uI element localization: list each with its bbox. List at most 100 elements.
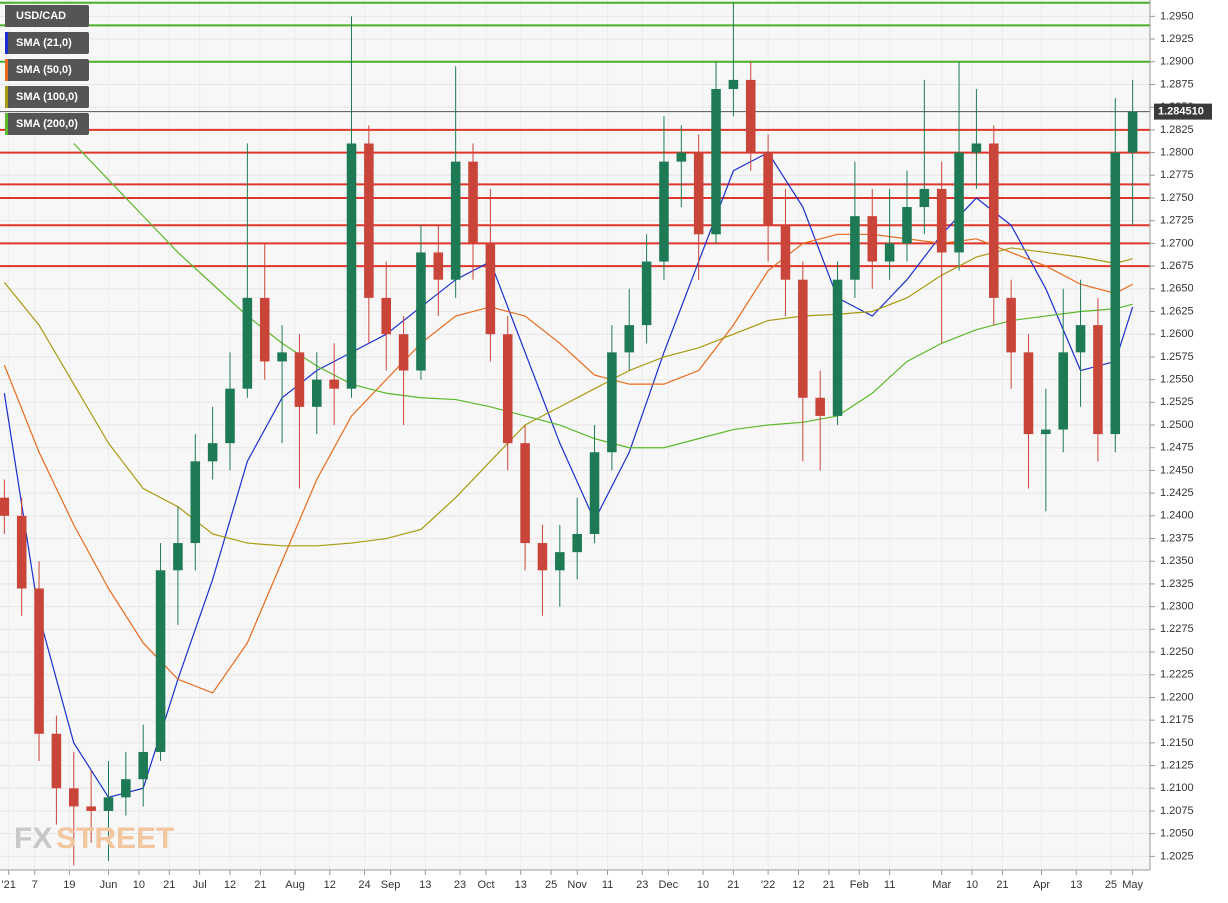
legend-box [5,86,89,108]
candle-body [121,779,131,798]
y-tick-label: 1.2725 [1160,215,1194,227]
candle-body [607,352,617,453]
y-tick-label: 1.2200 [1160,691,1194,703]
y-tick-label: 1.2550 [1160,374,1194,386]
candle-body [485,243,496,335]
x-tick-label: Nov [567,879,587,891]
x-tick-label: 12 [224,879,236,891]
watermark: FX [14,822,52,855]
candle-body [971,143,982,153]
x-tick-label: Apr [1033,879,1050,891]
x-tick-label: 12 [324,879,336,891]
candle-body [329,379,339,389]
x-tick-label: 21 [727,879,739,891]
candle-body [728,79,739,89]
y-tick-label: 1.2575 [1160,351,1194,363]
candle-body [850,216,860,280]
candle-body [346,143,357,389]
x-tick-label: 13 [1070,879,1082,891]
legend-box [5,5,89,27]
y-tick-label: 1.2175 [1160,714,1194,726]
candle-body [624,325,635,353]
candle-body [1058,352,1068,430]
x-tick-label: 7 [32,879,38,891]
candle-body [832,279,843,416]
candle-body [711,88,721,235]
y-tick-label: 1.2775 [1160,169,1194,181]
x-tick-label: 23 [454,879,466,891]
candle-body [919,188,930,208]
y-tick-label: 1.2425 [1160,487,1194,499]
candle-body [259,297,270,362]
candle-body [989,143,999,298]
x-tick-label: 12 [792,879,804,891]
candle-body [798,279,808,398]
candle-body [381,297,391,335]
candle-body [1041,429,1051,435]
candle-body [1075,325,1086,353]
legend-label: USD/CAD [16,10,66,22]
candle-body [190,461,201,544]
candle-body [398,334,409,371]
candle-body [659,161,669,262]
x-tick-label: '21 [2,879,16,891]
candle-body [207,443,218,462]
legend-box [5,32,89,54]
candle-body [884,243,895,262]
candle-body [86,806,96,811]
candle-body [450,161,461,280]
candle-body [277,352,287,362]
candle-body [173,543,183,571]
x-tick-label: Aug [285,879,305,891]
candle-body [242,297,253,389]
watermark: STREET [56,822,174,855]
legend-label: SMA (200,0) [16,118,78,130]
x-tick-label: 25 [545,879,557,891]
candle-body [815,397,825,416]
y-tick-label: 1.2750 [1160,192,1194,204]
y-tick-label: 1.2900 [1160,56,1194,68]
y-tick-label: 1.2950 [1160,10,1194,22]
y-tick-label: 1.2275 [1160,623,1194,635]
candle-body [225,388,235,444]
candle-body [763,152,773,226]
candle-body [1093,325,1103,435]
legend-box [5,59,89,81]
candle-body [693,152,704,235]
y-tick-label: 1.2350 [1160,555,1194,567]
candle-body [555,552,565,571]
candle-body [502,334,513,444]
y-tick-label: 1.2875 [1160,78,1194,90]
x-tick-label: 11 [884,879,895,891]
candle-body [572,533,582,553]
y-tick-label: 1.2450 [1160,464,1194,476]
candle-body [867,216,878,262]
y-tick-label: 1.2700 [1160,237,1194,249]
candle-body [641,261,652,326]
candle-body [69,788,79,807]
x-tick-label: 13 [515,879,527,891]
candle-body [433,252,444,280]
candle-body [1110,152,1121,435]
x-tick-label: '22 [761,879,775,891]
plot-area [0,0,1150,870]
candle-body [364,143,374,298]
y-tick-label: 1.2800 [1160,146,1194,158]
y-tick-label: 1.2650 [1160,283,1194,295]
y-tick-label: 1.2050 [1160,828,1194,840]
candle-body [936,188,947,253]
candle-body [1006,297,1016,353]
candle-body [954,152,964,253]
y-tick-label: 1.2125 [1160,759,1194,771]
x-tick-label: Dec [659,879,679,891]
y-tick-label: 1.2825 [1160,124,1194,136]
x-tick-label: May [1122,879,1143,891]
x-tick-label: Sep [381,879,401,891]
x-tick-label: 10 [697,879,709,891]
x-tick-label: 11 [602,879,613,891]
candle-body [902,207,912,244]
y-tick-label: 1.2025 [1160,850,1194,862]
x-tick-label: 10 [966,879,978,891]
legend-swatch [5,113,8,135]
y-tick-label: 1.2925 [1160,33,1194,45]
